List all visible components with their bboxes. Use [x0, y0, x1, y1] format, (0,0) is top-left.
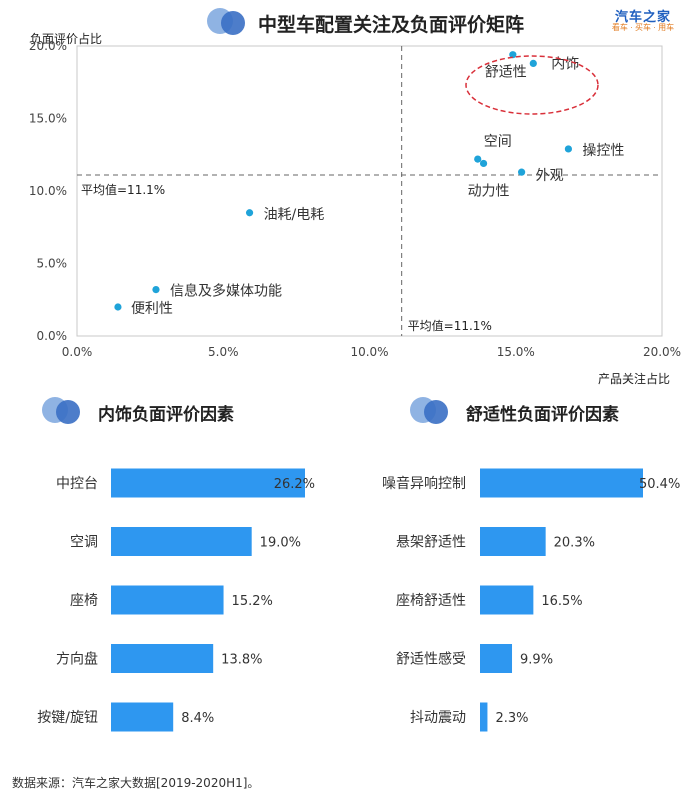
title-circles-icon — [42, 397, 80, 424]
scatter-point — [114, 303, 122, 311]
title-decoration — [205, 6, 249, 36]
scatter-point-label: 便利性 — [131, 301, 173, 317]
scatter-point — [479, 159, 488, 168]
scatter-x-axis-title: 产品关注占比 — [598, 372, 671, 386]
brand-logo: 汽车之家 看车 · 买车 · 用车 — [608, 9, 678, 33]
left-chart-title: 内饰负面评价因素 — [98, 405, 234, 425]
y-average-label: 平均值=11.1% — [81, 182, 165, 197]
scatter-point-label: 空间 — [484, 134, 512, 150]
left-title-decoration — [40, 395, 84, 425]
bar-category-label: 抖动震动 — [410, 710, 466, 726]
scatter-point — [529, 59, 537, 67]
bar-value-label: 8.4% — [181, 711, 214, 726]
bar-category-label: 按键/旋钮 — [37, 710, 98, 726]
x-tick-label: 20.0% — [643, 345, 681, 359]
bar — [480, 468, 643, 498]
bar-value-label: 16.5% — [541, 594, 582, 609]
scatter-point — [518, 168, 526, 176]
scatter-point-label: 内饰 — [551, 56, 579, 72]
bar-value-label: 15.2% — [232, 594, 273, 609]
bar — [111, 527, 252, 556]
bar-category-label: 悬架舒适性 — [396, 535, 466, 551]
right-chart-title: 舒适性负面评价因素 — [466, 405, 619, 425]
x-tick-label: 15.0% — [497, 345, 535, 359]
bar-value-label: 9.9% — [520, 653, 553, 668]
bar — [480, 702, 488, 732]
bar — [480, 644, 513, 673]
bar-category-label: 舒适性感受 — [396, 651, 466, 668]
x-average-label: 平均值=11.1% — [408, 318, 492, 333]
bar-category-label: 座椅 — [70, 593, 98, 609]
scatter-y-axis-title: 负面评价占比 — [30, 32, 103, 46]
scatter-point — [564, 145, 573, 153]
plot-frame — [76, 45, 663, 337]
scatter-point — [152, 286, 160, 294]
x-tick-label: 5.0% — [208, 345, 239, 359]
bar-category-label: 座椅舒适性 — [396, 593, 466, 609]
bar-value-label: 2.3% — [495, 711, 528, 726]
bar-value-label: 26.2% — [274, 477, 315, 492]
scatter-point — [474, 155, 482, 163]
right-title-decoration — [408, 395, 452, 425]
scatter-point-label: 动力性 — [468, 183, 510, 199]
bar-value-label: 20.3% — [554, 536, 595, 551]
bar-value-label: 13.8% — [221, 653, 262, 668]
scatter-point-label: 油耗/电耗 — [264, 207, 325, 223]
bar-charts: 中控台 26.2%空调 19.0%座椅 15.2%方向盘 13.8%按键/旋钮 8.4% … — [37, 468, 680, 732]
bar-value-label: 19.0% — [260, 536, 301, 551]
bar-category-label: 噪音异响控制 — [382, 475, 466, 492]
x-tick-label: 0.0% — [62, 345, 93, 359]
y-tick-label: 5.0% — [37, 257, 68, 271]
scatter-point-label: 外观 — [536, 168, 564, 184]
x-tick-label: 10.0% — [350, 345, 388, 359]
page-title: 中型车配置关注及负面评价矩阵 — [258, 14, 525, 36]
title-circles-icon — [207, 8, 245, 35]
data-source-note: 数据来源：汽车之家大数据[2019-2020H1]。 — [12, 776, 260, 790]
logo-tagline: 看车 · 买车 · 用车 — [611, 23, 675, 33]
logo-text: 汽车之家 — [614, 9, 671, 24]
bar-category-label: 方向盘 — [56, 651, 98, 668]
scatter-point-label: 信息及多媒体功能 — [170, 283, 282, 300]
y-tick-label: 0.0% — [37, 329, 68, 343]
scatter-point-label: 舒适性 — [485, 65, 527, 81]
scatter-point — [509, 51, 517, 59]
highlight-ellipse — [465, 55, 599, 115]
bar — [111, 468, 305, 498]
bar — [111, 585, 224, 615]
bar — [480, 527, 546, 556]
title-circles-icon — [410, 397, 448, 424]
bar — [111, 644, 214, 673]
bar — [111, 702, 174, 732]
y-tick-label: 10.0% — [29, 184, 67, 198]
y-tick-label: 15.0% — [29, 112, 67, 126]
bar-category-label: 中控台 — [56, 476, 98, 492]
bar-value-label: 50.4% — [639, 477, 680, 492]
bar — [480, 585, 534, 615]
y-tick-label: 20.0% — [29, 39, 67, 53]
scatter-point — [245, 209, 254, 217]
scatter-chart: 0.0% 5.0% 10.0% 15.0% 20.0% 0.0% 5.0% 10.0% 15.0… — [29, 39, 681, 359]
scatter-point-label: 操控性 — [582, 143, 624, 159]
bar-category-label: 空调 — [70, 535, 98, 551]
